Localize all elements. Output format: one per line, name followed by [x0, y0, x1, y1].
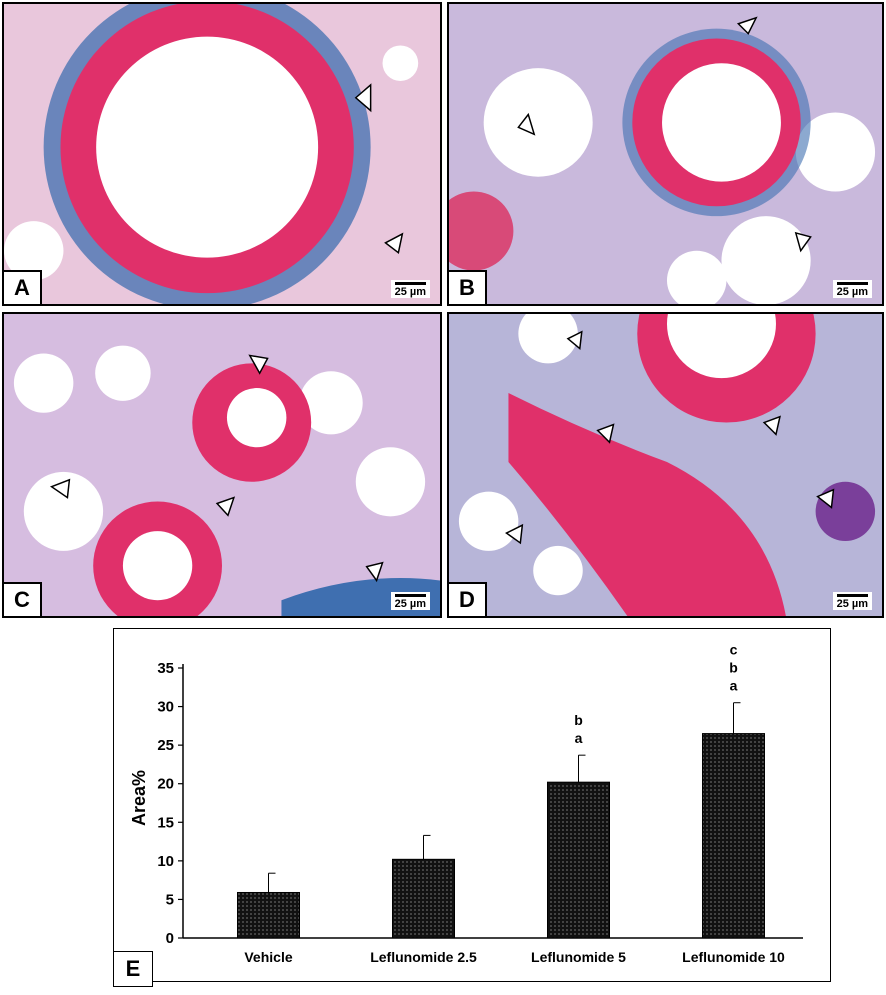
- arrowhead-icon: [517, 112, 536, 136]
- x-tick-label: Vehicle: [244, 949, 292, 965]
- y-tick-label: 20: [157, 776, 174, 793]
- y-axis-label: Area%: [129, 770, 149, 826]
- y-tick-label: 15: [157, 814, 174, 831]
- scale-bar-b: 25 µm: [832, 280, 872, 298]
- panel-d: D 25 µm: [447, 312, 884, 618]
- y-tick-label: 10: [157, 853, 174, 870]
- x-tick-label: Leflunomide 5: [531, 949, 626, 965]
- panel-c: C 25 µm: [2, 312, 442, 618]
- panel-b-micrograph: [449, 4, 882, 304]
- arrowhead-icon: [762, 415, 781, 436]
- panel-a-micrograph: [4, 4, 440, 304]
- panel-b: B 25 µm: [447, 2, 884, 306]
- arrowhead-icon: [215, 496, 236, 517]
- arrowhead-icon: [505, 523, 524, 545]
- panel-label-e: E: [113, 951, 153, 987]
- y-tick-label: 25: [157, 737, 174, 754]
- panel-label-a: A: [4, 270, 42, 304]
- significance-label: a: [730, 678, 738, 694]
- x-tick-label: Leflunomide 10: [682, 949, 785, 965]
- arrowhead-icon: [736, 16, 758, 35]
- panel-c-micrograph: [4, 314, 440, 616]
- bar: [702, 733, 765, 939]
- bar: [547, 781, 610, 939]
- y-tick-label: 0: [166, 930, 174, 947]
- bar: [392, 858, 455, 939]
- panel-label-d: D: [449, 582, 487, 616]
- arrowhead-icon: [365, 561, 384, 583]
- x-tick-label: Leflunomide 2.5: [370, 949, 477, 965]
- significance-label: c: [730, 642, 738, 658]
- bar: [237, 891, 300, 939]
- arrowhead-icon: [49, 478, 71, 499]
- arrowhead-icon: [248, 354, 269, 375]
- y-tick-label: 5: [166, 891, 174, 908]
- significance-label: b: [574, 712, 583, 728]
- panel-d-micrograph: [449, 314, 882, 616]
- scale-bar-c: 25 µm: [390, 592, 430, 610]
- scale-bar-a: 25 µm: [390, 280, 430, 298]
- arrowhead-icon: [794, 231, 812, 253]
- significance-label: b: [729, 660, 738, 676]
- significance-label: a: [575, 730, 583, 746]
- arrowhead-icon: [384, 232, 404, 254]
- arrowhead-icon: [596, 423, 615, 444]
- panel-label-c: C: [4, 582, 42, 616]
- scale-bar-d: 25 µm: [832, 592, 872, 610]
- y-tick-label: 35: [157, 660, 174, 677]
- y-tick-label: 30: [157, 699, 174, 716]
- arrowhead-icon: [816, 488, 835, 509]
- panel-a: A 25 µm: [2, 2, 442, 306]
- arrowhead-icon: [566, 330, 583, 350]
- panel-label-b: B: [449, 270, 487, 304]
- arrowhead-icon: [354, 83, 372, 113]
